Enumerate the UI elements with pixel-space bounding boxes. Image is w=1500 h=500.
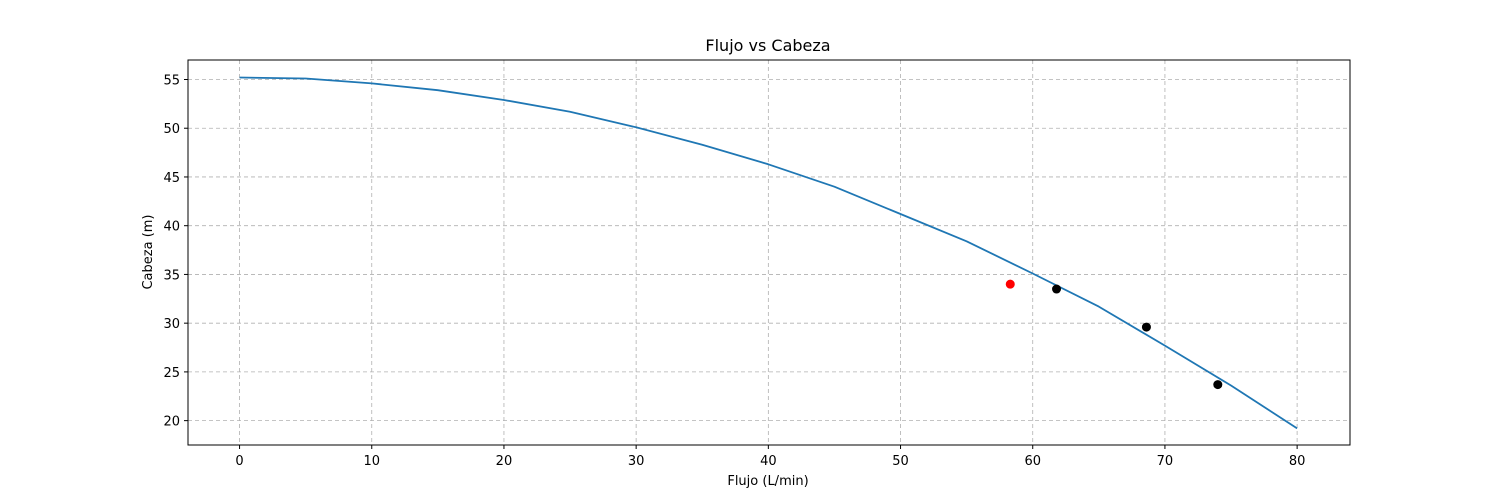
x-tick-label: 80 [1289, 454, 1306, 469]
y-tick-label: 55 [163, 73, 180, 88]
curve-line [239, 76, 1298, 430]
grid-layer [188, 60, 1350, 445]
y-tick-label: 30 [163, 317, 180, 332]
tick-layer: 0 10 20 30 40 50 60 70 80 20 25 30 35 40 45 50 55 [163, 73, 1305, 469]
red-data-point [1005, 279, 1015, 289]
y-tick-label: 35 [163, 268, 180, 283]
black-data-point [1213, 380, 1223, 390]
x-tick-label: 70 [1157, 454, 1174, 469]
plot-frame [187, 59, 1351, 446]
x-tick-label: 0 [235, 454, 243, 469]
x-tick-label: 20 [496, 454, 513, 469]
x-axis-title: Flujo (L/min) [727, 474, 808, 489]
x-tick-label: 40 [760, 454, 777, 469]
y-tick-label: 45 [163, 171, 180, 186]
x-tick-label: 10 [363, 454, 380, 469]
black-data-point [1141, 322, 1151, 332]
chart-title: Flujo vs Cabeza [705, 36, 830, 55]
x-tick-label: 60 [1024, 454, 1041, 469]
y-tick-label: 20 [163, 415, 180, 430]
y-tick-label: 50 [163, 122, 180, 137]
y-tick-label: 25 [163, 366, 180, 381]
data-layer [239, 76, 1298, 430]
x-tick-label: 50 [892, 454, 909, 469]
x-tick-label: 30 [628, 454, 645, 469]
y-tick-label: 40 [163, 220, 180, 235]
black-data-point [1052, 284, 1062, 294]
y-axis-title: Cabeza (m) [141, 214, 156, 289]
